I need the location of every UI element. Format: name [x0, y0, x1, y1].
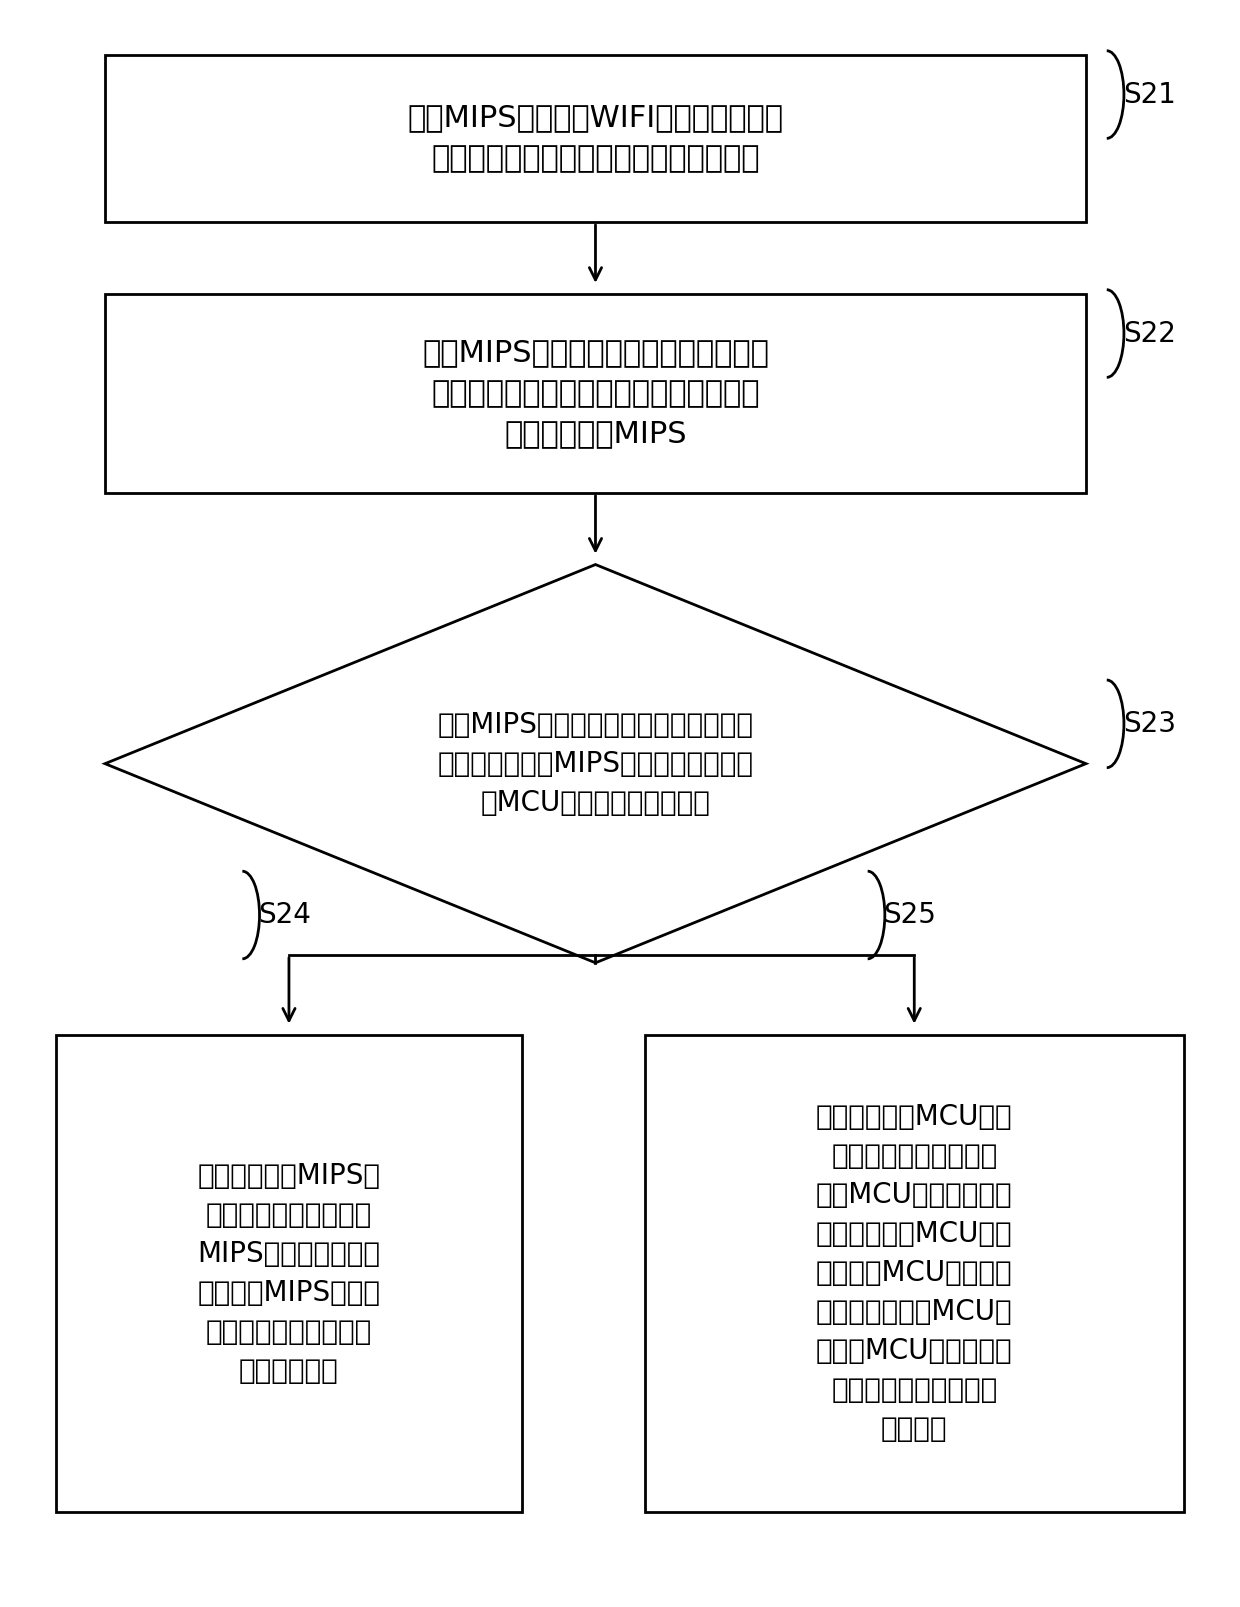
- Text: 所述MIPS通过所述WIFI单元建立与存储
操作系统升级文件的智能终端的无线连接: 所述MIPS通过所述WIFI单元建立与存储 操作系统升级文件的智能终端的无线连接: [408, 103, 784, 174]
- Bar: [105, 294, 1086, 493]
- Text: S24: S24: [258, 902, 311, 929]
- Text: S23: S23: [1122, 710, 1176, 738]
- Text: 所述MIPS接收并判断所述操作系统升级
文件中是否存在MIPS操作系统升级文件
和MCU操作系统升级文件？: 所述MIPS接收并判断所述操作系统升级 文件中是否存在MIPS操作系统升级文件 …: [438, 710, 754, 816]
- Text: S25: S25: [884, 902, 936, 929]
- Text: S21: S21: [1122, 80, 1176, 109]
- Bar: [105, 55, 1086, 222]
- Text: S22: S22: [1122, 320, 1176, 347]
- Polygon shape: [105, 564, 1086, 963]
- Bar: [645, 1035, 1184, 1512]
- Text: 如果存在所述MIPS操
作系统升级文件，所述
MIPS进入升级模式，
根据所述MIPS操作系
统升级文件对自身操作
系统进行升级: 如果存在所述MIPS操 作系统升级文件，所述 MIPS进入升级模式， 根据所述M…: [197, 1162, 381, 1385]
- Text: 如果存在所述MCU操作
系统的升级文件，发送
所述MCU操作系统的升
级文件至所述MCU，且
触发所述MCU进入升级
模式，以使所述MCU根
据所述MCU操作系: 如果存在所述MCU操作 系统的升级文件，发送 所述MCU操作系统的升 级文件至所…: [816, 1104, 1013, 1443]
- Bar: [56, 1035, 522, 1512]
- Text: 所述MIPS发送请求升级消息至所述智能
终端，以使所述智能终端发送操作系统升
级文件至所述MIPS: 所述MIPS发送请求升级消息至所述智能 终端，以使所述智能终端发送操作系统升 级…: [422, 339, 769, 448]
